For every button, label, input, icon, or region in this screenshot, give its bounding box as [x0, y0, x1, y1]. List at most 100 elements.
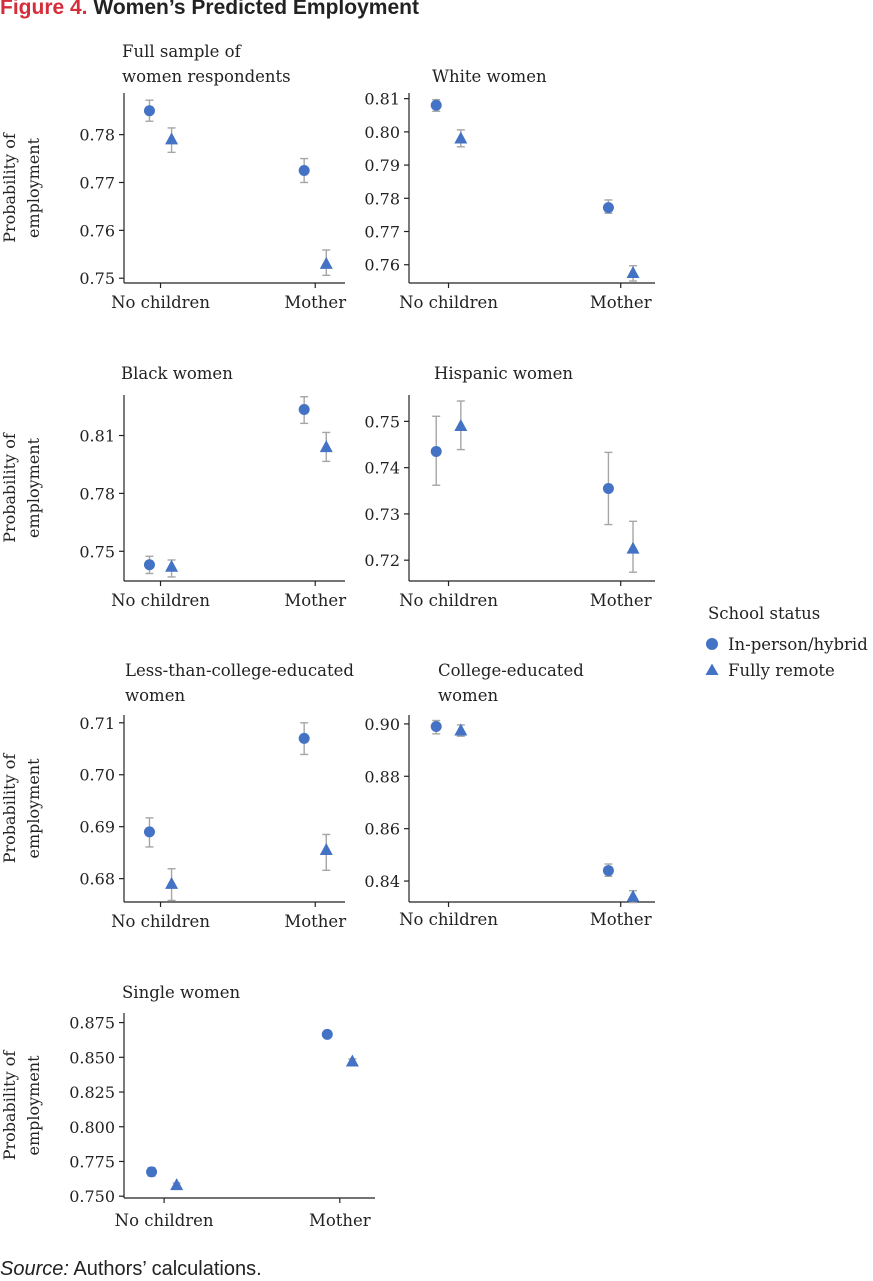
point-fully-remote [454, 419, 468, 431]
chart-title: Single women [122, 983, 241, 1002]
x-tick-label: No children [399, 910, 498, 929]
point-in-person-hybrid [143, 559, 155, 571]
y-tick-label: 0.76 [79, 221, 115, 240]
point-fully-remote [165, 876, 179, 889]
point-in-person-hybrid [602, 202, 614, 214]
y-tick-label: 0.81 [79, 427, 115, 446]
point-in-person-hybrid [298, 165, 310, 177]
figure-title: Figure 4. Women’s Predicted Employment [0, 0, 419, 20]
point-in-person-hybrid [430, 445, 442, 457]
chart-title: Black women [121, 364, 233, 383]
legend-title: School status [708, 604, 821, 623]
y-tick-label: 0.73 [364, 505, 400, 524]
point-in-person-hybrid [602, 482, 614, 494]
x-tick-label: No children [111, 591, 210, 610]
x-tick-label: Mother [590, 591, 652, 610]
x-tick-label: Mother [590, 910, 652, 929]
y-tick-label: 0.86 [364, 820, 400, 839]
y-tick-label: 0.68 [79, 870, 115, 889]
chart-title: Less-than-college-educated [125, 661, 354, 680]
point-fully-remote [170, 1178, 184, 1191]
point-in-person-hybrid [143, 826, 155, 838]
y-tick-label: 0.800 [69, 1118, 115, 1137]
chart-title: women [438, 686, 498, 705]
y-tick-label: 0.79 [364, 156, 400, 175]
point-fully-remote [165, 559, 179, 572]
y-tick-label: 0.850 [69, 1048, 115, 1067]
y-tick-label: 0.875 [69, 1014, 115, 1033]
y-tick-label: 0.825 [69, 1083, 115, 1102]
y-tick-label: 0.78 [79, 484, 115, 503]
point-fully-remote [454, 131, 468, 144]
x-tick-label: No children [111, 912, 210, 931]
y-tick-label: 0.69 [79, 818, 115, 837]
legend-item-fully-remote: Fully remote [700, 657, 873, 683]
y-tick-label: 0.77 [364, 223, 400, 242]
legend: School status In-person/hybrid Fully rem… [700, 604, 873, 683]
y-tick-label: 0.90 [364, 715, 400, 734]
chart-title: White women [432, 67, 547, 86]
point-fully-remote [454, 723, 468, 736]
y-tick-label: 0.750 [69, 1187, 115, 1206]
circle-marker-icon [706, 638, 718, 650]
y-axis-label: Probability of [0, 132, 19, 243]
y-tick-label: 0.84 [364, 872, 400, 891]
y-tick-label: 0.77 [79, 173, 115, 192]
point-in-person-hybrid [430, 721, 442, 733]
x-tick-label: No children [115, 1211, 214, 1230]
chart-title: Full sample of [122, 42, 243, 61]
point-fully-remote [626, 889, 640, 902]
point-fully-remote [345, 1054, 359, 1067]
y-tick-label: 0.88 [364, 767, 400, 786]
y-axis-label: Probability of [0, 753, 19, 864]
x-tick-label: Mother [284, 591, 346, 610]
y-tick-label: 0.81 [364, 90, 400, 109]
y-axis-label: Probability of [0, 432, 19, 543]
point-fully-remote [626, 266, 640, 279]
point-fully-remote [165, 132, 179, 145]
source-label: Source: [0, 1258, 69, 1280]
figure-label: Figure 4. [0, 0, 88, 19]
point-in-person-hybrid [298, 403, 310, 415]
y-axis-label: employment [24, 1055, 43, 1156]
y-tick-label: 0.78 [79, 126, 115, 145]
y-axis-label: employment [24, 437, 43, 538]
chart-title: Hispanic women [434, 364, 573, 383]
figure-title-text: Women’s Predicted Employment [93, 0, 419, 19]
x-tick-label: Mother [284, 293, 346, 312]
y-tick-label: 0.80 [364, 123, 400, 142]
legend-item-in-person-hybrid: In-person/hybrid [700, 631, 873, 657]
point-fully-remote [319, 843, 333, 856]
y-tick-label: 0.74 [364, 459, 400, 478]
x-tick-label: Mother [590, 293, 652, 312]
y-tick-label: 0.71 [79, 714, 115, 733]
legend-label-in-person-hybrid: In-person/hybrid [728, 634, 868, 654]
x-tick-label: Mother [309, 1211, 371, 1230]
point-in-person-hybrid [602, 865, 614, 877]
x-tick-label: Mother [284, 912, 346, 931]
source-text: Authors’ calculations. [73, 1258, 262, 1280]
y-tick-label: 0.75 [79, 542, 115, 561]
point-in-person-hybrid [430, 99, 442, 111]
x-tick-label: No children [399, 591, 498, 610]
y-tick-label: 0.75 [79, 269, 115, 288]
point-in-person-hybrid [146, 1166, 158, 1178]
y-tick-label: 0.76 [364, 256, 400, 275]
y-axis-label: employment [24, 758, 43, 859]
point-fully-remote [319, 440, 333, 453]
legend-label-fully-remote: Fully remote [728, 660, 835, 680]
y-axis-label: Probability of [0, 1050, 19, 1161]
point-in-person-hybrid [143, 105, 155, 117]
x-tick-label: No children [399, 293, 498, 312]
chart-title: women respondents [122, 67, 291, 86]
y-tick-label: 0.78 [364, 189, 400, 208]
y-tick-label: 0.75 [364, 412, 400, 431]
y-axis-label: employment [24, 137, 43, 238]
chart-title: College-educated [438, 661, 584, 680]
chart-title: women [125, 686, 185, 705]
y-tick-label: 0.775 [69, 1152, 115, 1171]
point-in-person-hybrid [298, 732, 310, 744]
triangle-marker-icon [705, 663, 719, 675]
point-in-person-hybrid [321, 1028, 333, 1040]
